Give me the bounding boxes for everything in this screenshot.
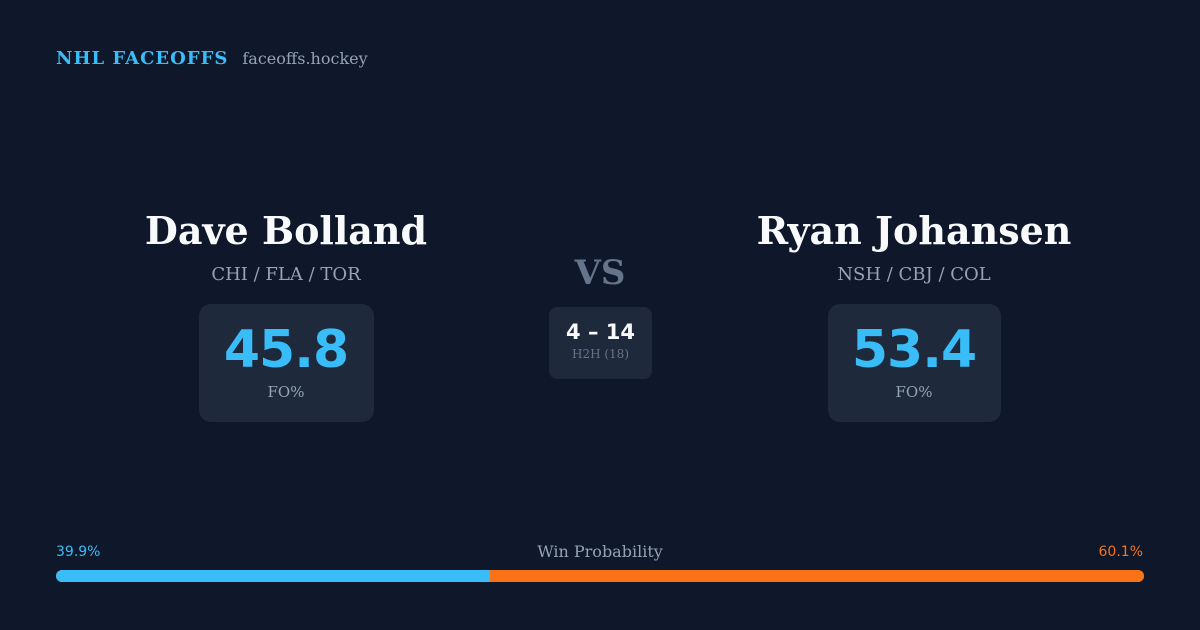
versus-label: VS: [574, 253, 626, 293]
player-card-left: Dave Bolland CHI / FLA / TOR 45.8 FO%: [86, 204, 486, 422]
win-probability-title: Win Probability: [537, 542, 663, 561]
head-to-head-box: 4 – 14 H2H (18): [549, 307, 652, 379]
win-probability-bar: [56, 570, 1144, 582]
player-teams-left: CHI / FLA / TOR: [211, 264, 361, 285]
header: NHL FACEOFFS faceoffs.hockey: [56, 48, 368, 72]
faceoff-stat-box-left: 45.8 FO%: [198, 304, 374, 422]
faceoff-label-right: FO%: [895, 383, 933, 401]
win-probability-fill-right: [490, 570, 1144, 582]
player-name-left: Dave Bolland: [144, 208, 428, 253]
brand-title[interactable]: NHL FACEOFFS: [56, 48, 229, 69]
win-probability-fill-left: [56, 570, 491, 582]
faceoff-percentage-right: 53.4: [851, 320, 977, 380]
player-teams-right: NSH / CBJ / COL: [837, 264, 991, 285]
faceoff-stat-box-right: 53.4 FO%: [827, 304, 1001, 422]
site-domain[interactable]: faceoffs.hockey: [242, 49, 368, 68]
player-card-right: Ryan Johansen NSH / CBJ / COL 53.4 FO%: [714, 204, 1114, 422]
player-name-right: Ryan Johansen: [756, 208, 1072, 253]
head-to-head-label: H2H (18): [571, 347, 629, 361]
win-probability-left-label: 39.9%: [56, 544, 101, 560]
win-probability-right-label: 60.1%: [1098, 544, 1143, 560]
faceoff-percentage-left: 45.8: [223, 320, 349, 380]
faceoff-label-left: FO%: [267, 383, 305, 401]
head-to-head-score: 4 – 14: [566, 320, 635, 344]
